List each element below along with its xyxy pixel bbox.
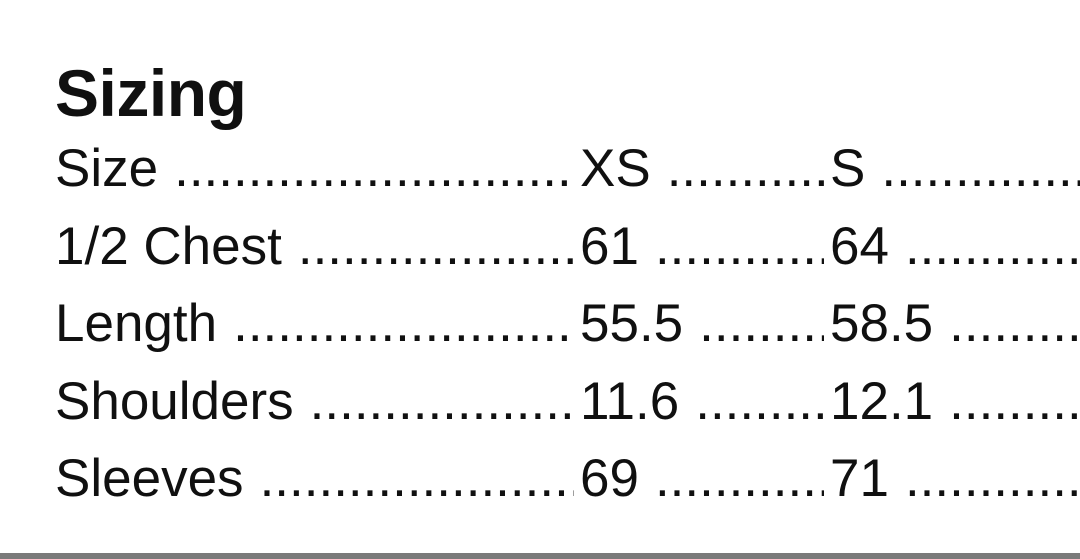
dot-leader: ........................................…: [233, 294, 574, 353]
row-label: Length: [55, 294, 218, 353]
dot-leader: ........................................…: [699, 294, 824, 353]
dot-leader: ........................................…: [949, 371, 1080, 431]
dot-leader: ........................................…: [949, 294, 1080, 353]
value-col-2: 12.1: [830, 371, 934, 431]
row-value-group-s: 71 .....................................…: [830, 440, 1080, 518]
dot-leader: ........................................…: [309, 371, 574, 431]
value-col-1: 61: [580, 216, 639, 276]
value-col-2: S: [830, 139, 866, 198]
dot-leader: ........................................…: [259, 449, 574, 508]
row-label: 1/2 Chest: [55, 216, 282, 276]
row-value-group-xs: 55.5 ...................................…: [580, 285, 830, 363]
dot-leader: ........................................…: [174, 139, 574, 198]
dot-leader: ........................................…: [695, 371, 824, 431]
row-label-group: 1/2 Chest ..............................…: [55, 208, 580, 286]
row-label: Shoulders: [55, 371, 294, 431]
table-row: 1/2 Chest ..............................…: [0, 208, 1080, 286]
bottom-divider-bar: [0, 553, 1080, 559]
row-value-group-xs: XS .....................................…: [580, 130, 830, 208]
page-title: Sizing: [55, 56, 247, 130]
value-col-1: 69: [580, 449, 639, 508]
value-col-2: 64: [830, 216, 889, 276]
row-value-group-xs: 69 .....................................…: [580, 440, 830, 518]
value-col-1: 11.6: [580, 371, 680, 431]
value-col-2: 58.5: [830, 294, 934, 353]
row-label-group: Length .................................…: [55, 285, 580, 363]
row-value-group-s: S ......................................…: [830, 130, 1080, 208]
table-row: Sleeves ................................…: [0, 440, 1080, 518]
sizing-table: Size ...................................…: [0, 130, 1080, 518]
table-row: Length .................................…: [0, 285, 1080, 363]
row-label: Sleeves: [55, 449, 244, 508]
row-value-group-s: 58.5 ...................................…: [830, 285, 1080, 363]
dot-leader: ........................................…: [654, 449, 824, 508]
row-value-group-xs: 11.6 ...................................…: [580, 363, 830, 441]
row-label: Size: [55, 139, 159, 198]
row-label-group: Shoulders ..............................…: [55, 363, 580, 441]
row-label-group: Size ...................................…: [55, 130, 580, 208]
value-col-1: 55.5: [580, 294, 684, 353]
row-value-group-s: 64 .....................................…: [830, 208, 1080, 286]
row-value-group-xs: 61 .....................................…: [580, 208, 830, 286]
dot-leader: ........................................…: [904, 449, 1080, 508]
table-row: Shoulders ..............................…: [0, 363, 1080, 441]
dot-leader: ........................................…: [904, 216, 1080, 276]
dot-leader: ........................................…: [881, 139, 1080, 198]
value-col-1: XS: [580, 139, 651, 198]
table-row: Size ...................................…: [0, 130, 1080, 208]
value-col-2: 71: [830, 449, 889, 508]
dot-leader: ........................................…: [654, 216, 824, 276]
dot-leader: ........................................…: [666, 139, 824, 198]
dot-leader: ........................................…: [297, 216, 574, 276]
row-label-group: Sleeves ................................…: [55, 440, 580, 518]
row-value-group-s: 12.1 ...................................…: [830, 363, 1080, 441]
